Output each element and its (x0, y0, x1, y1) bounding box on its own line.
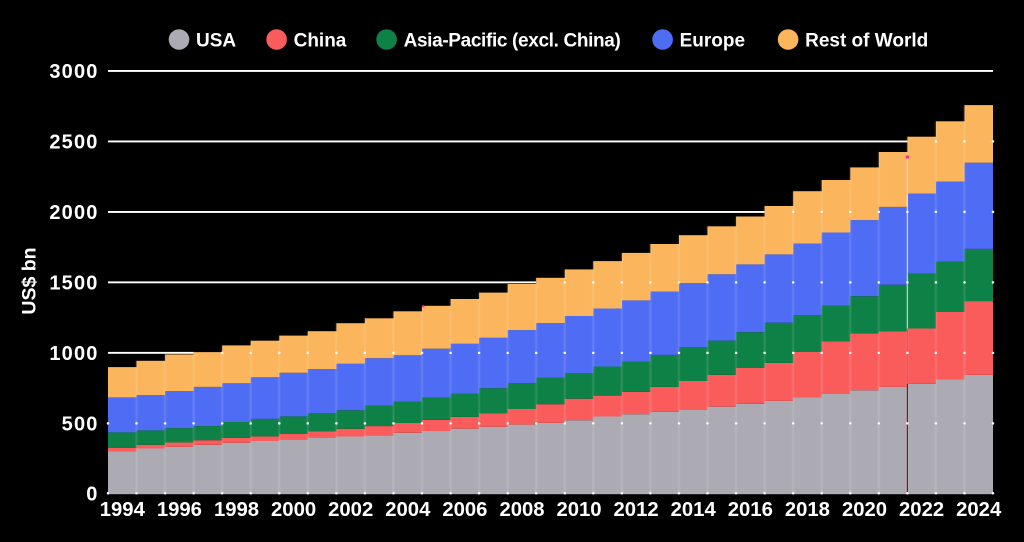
svg-text:2002: 2002 (328, 499, 373, 521)
svg-text:1000: 1000 (49, 343, 98, 365)
svg-text:500: 500 (62, 413, 99, 435)
svg-text:2022: 2022 (899, 499, 944, 521)
svg-text:Rest of World: Rest of World (805, 31, 928, 52)
svg-text:1500: 1500 (49, 272, 98, 294)
svg-text:0: 0 (86, 483, 98, 505)
svg-text:2024: 2024 (956, 499, 1002, 521)
svg-text:2020: 2020 (842, 499, 887, 521)
svg-text:2008: 2008 (499, 499, 544, 521)
svg-text:Europe: Europe (680, 31, 745, 52)
svg-text:2004: 2004 (385, 499, 431, 521)
svg-text:1994: 1994 (100, 499, 146, 521)
svg-text:2014: 2014 (671, 499, 717, 521)
svg-text:US$ bn: US$ bn (19, 247, 41, 314)
svg-text:2500: 2500 (49, 131, 98, 153)
svg-text:2000: 2000 (271, 499, 316, 521)
svg-text:Asia-Pacific (excl. China): Asia-Pacific (excl. China) (404, 31, 621, 52)
svg-text:2018: 2018 (785, 499, 830, 521)
svg-text:1996: 1996 (157, 499, 202, 521)
svg-text:3000: 3000 (49, 61, 98, 83)
svg-text:1998: 1998 (214, 499, 259, 521)
svg-text:2012: 2012 (614, 499, 659, 521)
svg-text:2000: 2000 (49, 202, 98, 224)
svg-text:USA: USA (196, 31, 236, 52)
svg-text:China: China (294, 31, 347, 52)
svg-text:2010: 2010 (556, 499, 601, 521)
svg-text:2016: 2016 (728, 499, 773, 521)
svg-text:2006: 2006 (442, 499, 487, 521)
